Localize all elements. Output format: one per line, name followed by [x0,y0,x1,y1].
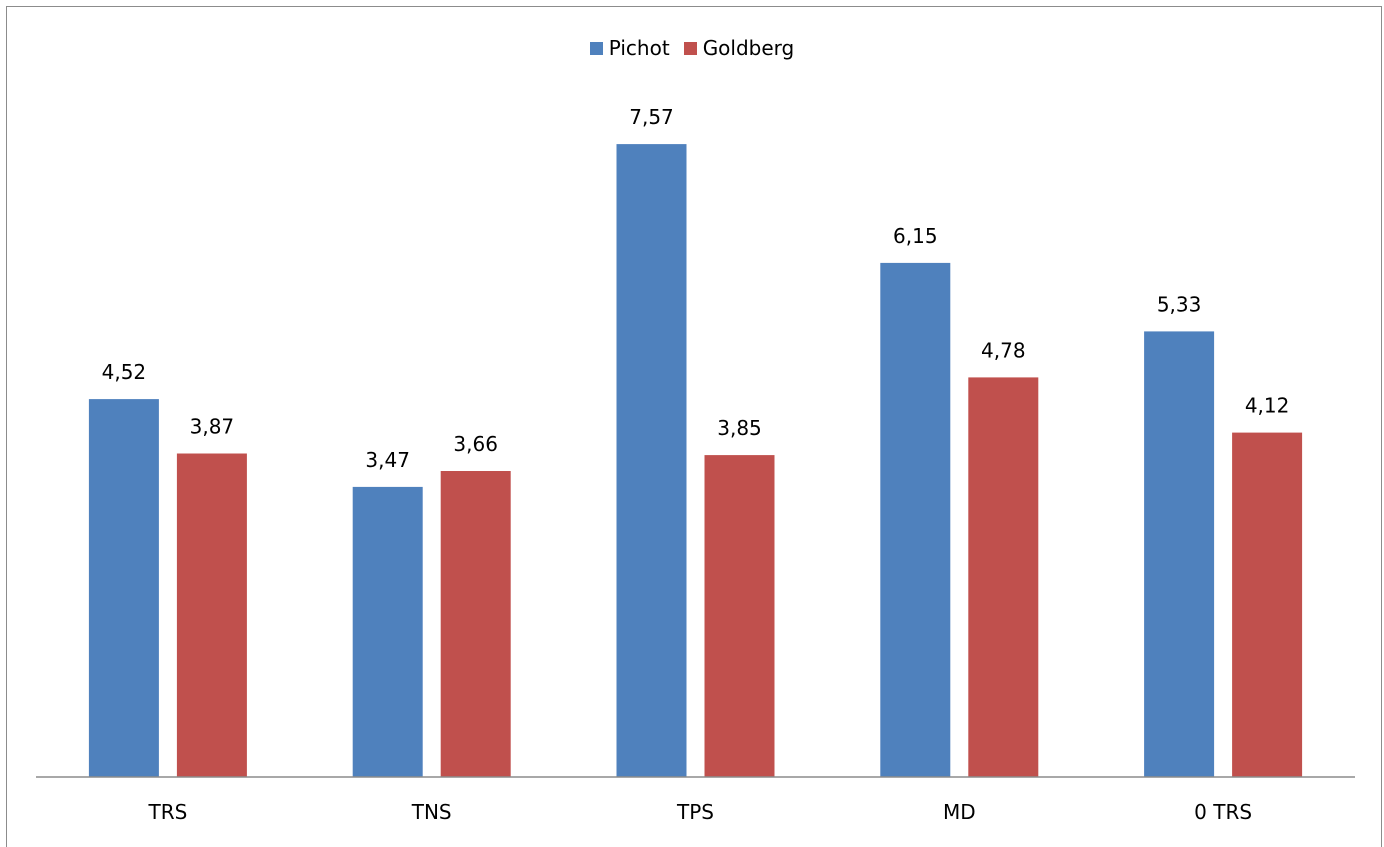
bar-pichot-tps [616,144,687,778]
bar-pichot-0-trs [1144,331,1215,777]
legend-swatch-pichot [589,41,603,55]
data-label-pichot-0-trs: 5,33 [1157,292,1202,316]
bar-pichot-trs [88,399,159,777]
data-label-goldberg-md: 4,78 [981,338,1026,362]
x-tick-label-md: MD [943,800,976,824]
bar-goldberg-md [968,377,1039,777]
data-label-pichot-md: 6,15 [893,224,938,248]
bar-pichot-md [880,262,951,777]
data-label-goldberg-0-trs: 4,12 [1245,394,1290,418]
data-label-goldberg-trs: 3,87 [190,415,235,439]
legend-swatch-goldberg [683,41,697,55]
bar-goldberg-tns [440,471,511,777]
bar-goldberg-tps [704,455,775,777]
data-label-pichot-tns: 3,47 [365,448,410,472]
data-label-goldberg-tns: 3,66 [453,432,498,456]
legend-item-pichot: Pichot [589,36,670,60]
bar-goldberg-trs [176,453,247,777]
data-label-goldberg-tps: 3,85 [717,416,762,440]
bar-pichot-tns [352,486,423,777]
legend: Pichot Goldberg [0,36,1384,60]
legend-item-goldberg: Goldberg [683,36,795,60]
legend-label-pichot: Pichot [608,36,670,60]
data-label-pichot-trs: 4,52 [102,360,147,384]
bar-goldberg-0-trs [1232,432,1303,777]
data-label-pichot-tps: 7,57 [629,105,674,129]
x-tick-label-tps: TPS [676,800,714,824]
legend-label-goldberg: Goldberg [702,36,795,60]
x-tick-label-tns: TNS [411,800,452,824]
x-tick-label-trs: TRS [147,800,187,824]
x-tick-label-0-trs: 0 TRS [1194,800,1252,824]
